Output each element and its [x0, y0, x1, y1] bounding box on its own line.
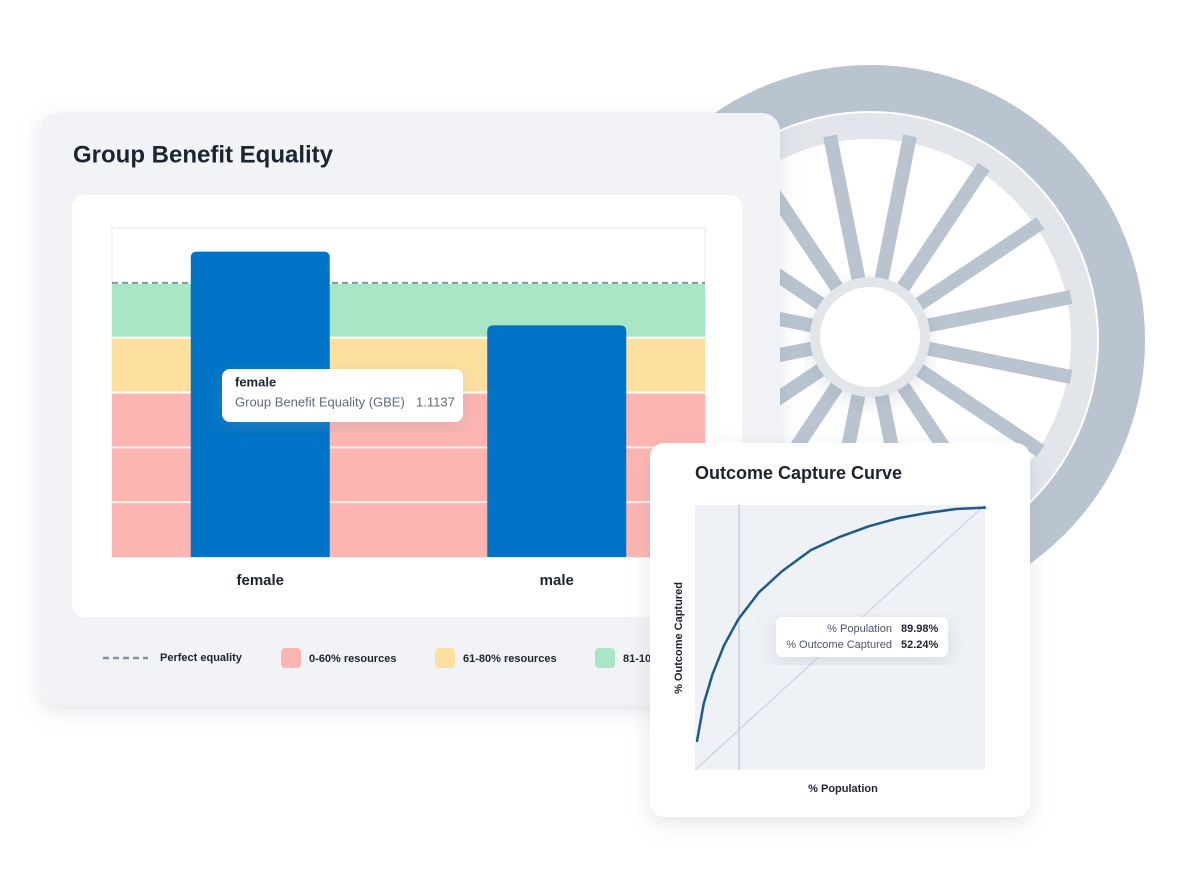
- legend-swatch: [595, 648, 615, 668]
- legend-label: 0-60% resources: [309, 653, 396, 665]
- bar: [487, 325, 627, 557]
- spoke: [894, 162, 990, 296]
- legend-label: 61-80% resources: [463, 653, 557, 665]
- spoke: [911, 361, 1045, 457]
- tooltip-value: 52.24%: [901, 639, 939, 651]
- y-axis-label: % Outcome Captured: [673, 582, 685, 694]
- tooltip-label: % Population: [827, 623, 892, 635]
- tooltip: [222, 369, 463, 422]
- spoke: [911, 217, 1045, 313]
- chart-title: Outcome Capture Curve: [695, 463, 902, 483]
- spoke: [873, 134, 917, 285]
- tooltip-value: 1.1137: [416, 394, 455, 409]
- spoke: [922, 340, 1073, 384]
- x-axis-label: % Population: [808, 783, 878, 795]
- tooltip: [776, 617, 948, 657]
- tooltip-title: female: [235, 374, 276, 389]
- tooltip-label: % Outcome Captured: [786, 639, 892, 651]
- occ-card: Outcome Capture Curve % Population % Out…: [650, 443, 1030, 817]
- spoke: [823, 134, 867, 285]
- chart-title: Group Benefit Equality: [73, 141, 334, 168]
- tooltip-value: 89.98%: [901, 623, 939, 635]
- curve: [695, 506, 987, 743]
- gbe-card: Group Benefit Equality female male female G…: [40, 113, 780, 705]
- legend-label: Perfect equality: [160, 652, 243, 664]
- legend-swatch: [435, 648, 455, 668]
- x-tick-label: female: [236, 572, 284, 589]
- tooltip-label: Group Benefit Equality (GBE): [235, 394, 405, 409]
- x-tick-label: male: [540, 572, 574, 589]
- legend-swatch: [281, 648, 301, 668]
- wheel-hub: [810, 277, 930, 397]
- spoke: [922, 290, 1073, 334]
